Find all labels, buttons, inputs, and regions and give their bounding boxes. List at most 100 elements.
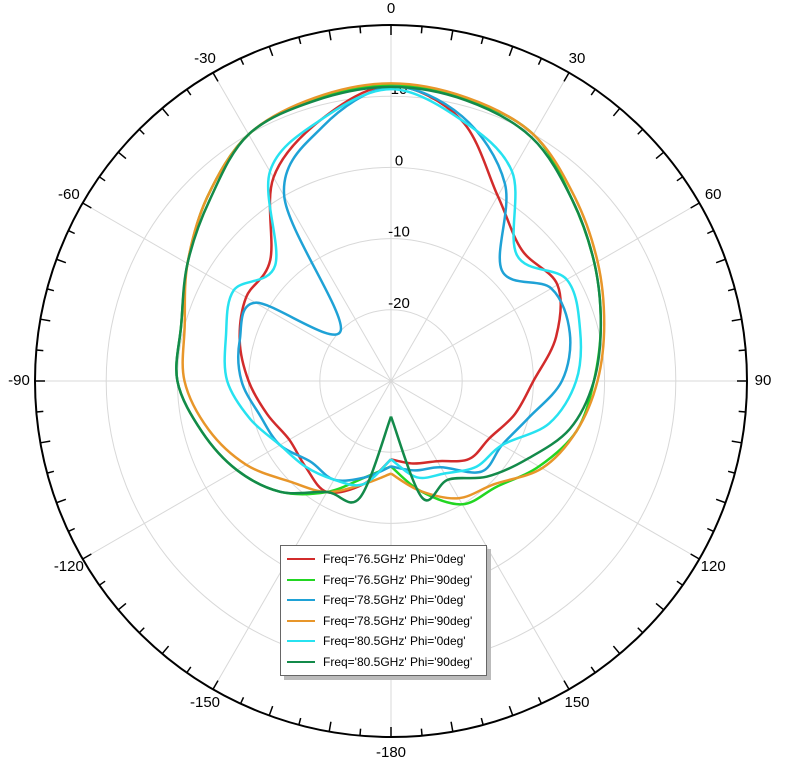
ring-tick — [40, 318, 51, 322]
ring-tick — [56, 258, 67, 264]
ring-tick — [161, 107, 170, 117]
grid-spoke — [390, 380, 700, 560]
ring-tick — [450, 721, 454, 732]
ring-tick — [690, 553, 700, 560]
ring-tick — [420, 728, 423, 736]
angle-tick-label: 90 — [755, 372, 772, 389]
ring-tick — [138, 128, 145, 135]
grid-spoke — [82, 202, 392, 382]
ring-tick — [715, 258, 726, 264]
grid-spoke — [390, 380, 570, 690]
ring-tick — [186, 88, 192, 96]
angle-tick-label: 30 — [569, 50, 586, 67]
ring-tick — [706, 229, 714, 235]
ring-tick — [727, 470, 736, 474]
series-line — [237, 85, 572, 482]
ring-tick — [117, 602, 127, 611]
ring-tick — [676, 176, 684, 182]
ring-tick — [82, 553, 92, 560]
ring-tick — [480, 36, 484, 45]
ring-tick — [298, 36, 302, 45]
radial-tick-label: -10 — [388, 224, 410, 241]
ring-tick — [186, 666, 192, 674]
ring-tick — [36, 410, 44, 413]
ring-tick — [239, 696, 245, 704]
ring-tick — [138, 627, 145, 634]
legend-label: Freq='80.5GHz' Phi='90deg' — [323, 654, 473, 669]
ring-tick — [46, 288, 55, 292]
ring-tick — [298, 717, 302, 726]
angle-tick-label: 120 — [701, 558, 726, 575]
ring-tick — [420, 26, 423, 34]
angle-tick-label: -90 — [8, 372, 30, 389]
legend-entry: Freq='78.5GHz' Phi='90deg' — [281, 611, 486, 632]
legend-swatch — [287, 640, 315, 643]
ring-tick — [212, 680, 219, 690]
legend-swatch — [287, 599, 315, 602]
ring-tick — [612, 107, 621, 117]
legend-entry: Freq='80.5GHz' Phi='90deg' — [281, 652, 486, 673]
ring-tick — [68, 527, 76, 533]
ring-tick — [268, 705, 274, 716]
legend-swatch — [287, 558, 315, 561]
ring-tick — [268, 46, 274, 57]
angle-tick-label: -150 — [190, 694, 220, 711]
grid-spoke — [212, 72, 392, 382]
legend-label: Freq='78.5GHz' Phi='90deg' — [323, 613, 473, 628]
angle-tick-label: -180 — [376, 744, 406, 761]
legend-entry: Freq='78.5GHz' Phi='0deg' — [281, 590, 486, 611]
angle-tick-label: 150 — [564, 694, 589, 711]
ring-tick — [40, 440, 51, 444]
ring-tick — [359, 26, 362, 34]
legend-label: Freq='78.5GHz' Phi='0deg' — [323, 593, 466, 608]
angle-tick-label: -60 — [58, 186, 80, 203]
radial-tick-label: 0 — [395, 152, 403, 169]
ring-tick — [508, 46, 514, 57]
angle-tick-label: -120 — [54, 558, 84, 575]
ring-tick — [46, 470, 55, 474]
ring-tick — [655, 602, 665, 611]
ring-tick — [537, 58, 543, 66]
angle-tick-label: -30 — [194, 50, 216, 67]
legend-swatch — [287, 578, 315, 581]
ring-tick — [727, 288, 736, 292]
ring-tick — [676, 580, 684, 586]
angle-tick-label: 60 — [705, 186, 722, 203]
legend-label: Freq='80.5GHz' Phi='0deg' — [323, 634, 466, 649]
ring-tick — [690, 202, 700, 209]
ring-tick — [98, 176, 106, 182]
ring-tick — [655, 151, 665, 160]
ring-tick — [738, 410, 746, 413]
ring-tick — [731, 318, 742, 322]
ring-tick — [537, 696, 543, 704]
grid-spoke — [390, 72, 570, 382]
legend-label: Freq='76.5GHz' Phi='90deg' — [323, 572, 473, 587]
ring-tick — [590, 88, 596, 96]
ring-tick — [161, 645, 170, 655]
series-line — [175, 85, 603, 504]
ring-tick — [563, 72, 570, 82]
ring-tick — [715, 498, 726, 504]
angle-tick-label: 0 — [387, 0, 395, 17]
series-line — [181, 82, 606, 500]
legend-swatch — [287, 619, 315, 622]
ring-tick — [563, 680, 570, 690]
ring-tick — [239, 58, 245, 66]
ring-tick — [612, 645, 621, 655]
ring-tick — [637, 627, 644, 634]
ring-tick — [98, 580, 106, 586]
ring-tick — [450, 30, 454, 41]
ring-tick — [328, 721, 332, 732]
ring-tick — [117, 151, 127, 160]
ring-tick — [82, 202, 92, 209]
ring-tick — [36, 349, 44, 352]
series-line — [223, 87, 583, 487]
legend-entry: Freq='76.5GHz' Phi='90deg' — [281, 570, 486, 591]
ring-tick — [508, 705, 514, 716]
ring-tick — [68, 229, 76, 235]
series-line — [238, 84, 562, 495]
ring-tick — [212, 72, 219, 82]
radial-tick-label: -20 — [388, 295, 410, 312]
ring-tick — [56, 498, 67, 504]
